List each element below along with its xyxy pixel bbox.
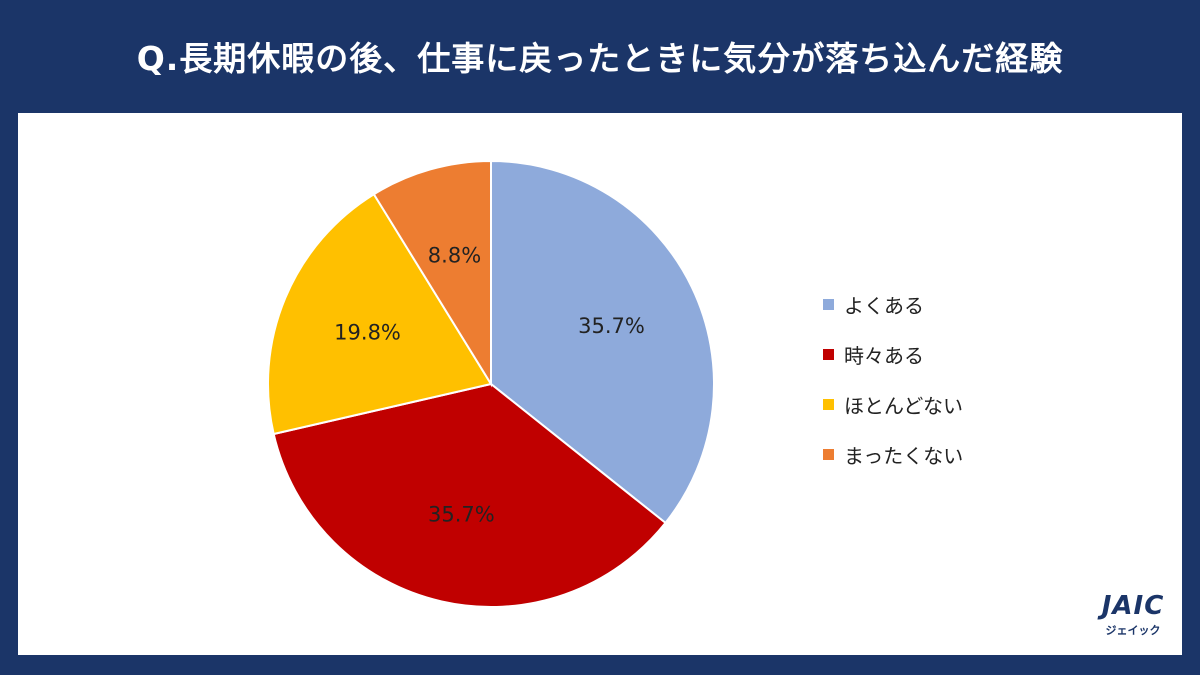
data-label: 19.8%	[334, 320, 401, 344]
slice-mattaku-nai	[372, 159, 492, 388]
legend-label: ほとんどない	[844, 393, 963, 418]
legend-item-hotondo-nai: ほとんどない	[823, 393, 963, 418]
legend-label: よくある	[844, 293, 924, 318]
logo-subtitle: ジェイック	[1105, 624, 1161, 637]
slice-tokidoki-aru	[272, 382, 667, 608]
legend-item-tokidoki-aru: 時々ある	[823, 343, 963, 368]
legend-label: まったくない	[844, 443, 964, 468]
chart-panel: 35.7% 35.7% 19.8% 8.8% よくある 時々ある ほとんどない まった…	[18, 113, 1182, 655]
pie-chart: 35.7% 35.7% 19.8% 8.8%	[267, 159, 715, 608]
legend-swatch	[823, 398, 834, 410]
slice-hotondo-nai	[267, 192, 493, 436]
data-label: 35.7%	[578, 314, 645, 338]
legend-swatch	[823, 448, 834, 460]
data-label: 35.7%	[428, 502, 495, 526]
legend-label: 時々ある	[844, 343, 924, 368]
legend-item-yoku-aru: よくある	[823, 293, 963, 318]
logo-mark: JAIC	[1101, 591, 1165, 621]
legend-swatch	[823, 298, 834, 310]
legend: よくある 時々ある ほとんどない まったくない	[823, 293, 963, 493]
data-label: 8.8%	[428, 243, 481, 267]
jaic-logo: JAIC ジェイック	[1093, 591, 1173, 649]
legend-item-mattaku-nai: まったくない	[823, 443, 963, 468]
legend-swatch	[823, 348, 834, 360]
slice-yoku-aru	[490, 159, 715, 525]
chart-title: Q.長期休暇の後、仕事に戻ったときに気分が落ち込んだ経験	[136, 39, 1064, 78]
